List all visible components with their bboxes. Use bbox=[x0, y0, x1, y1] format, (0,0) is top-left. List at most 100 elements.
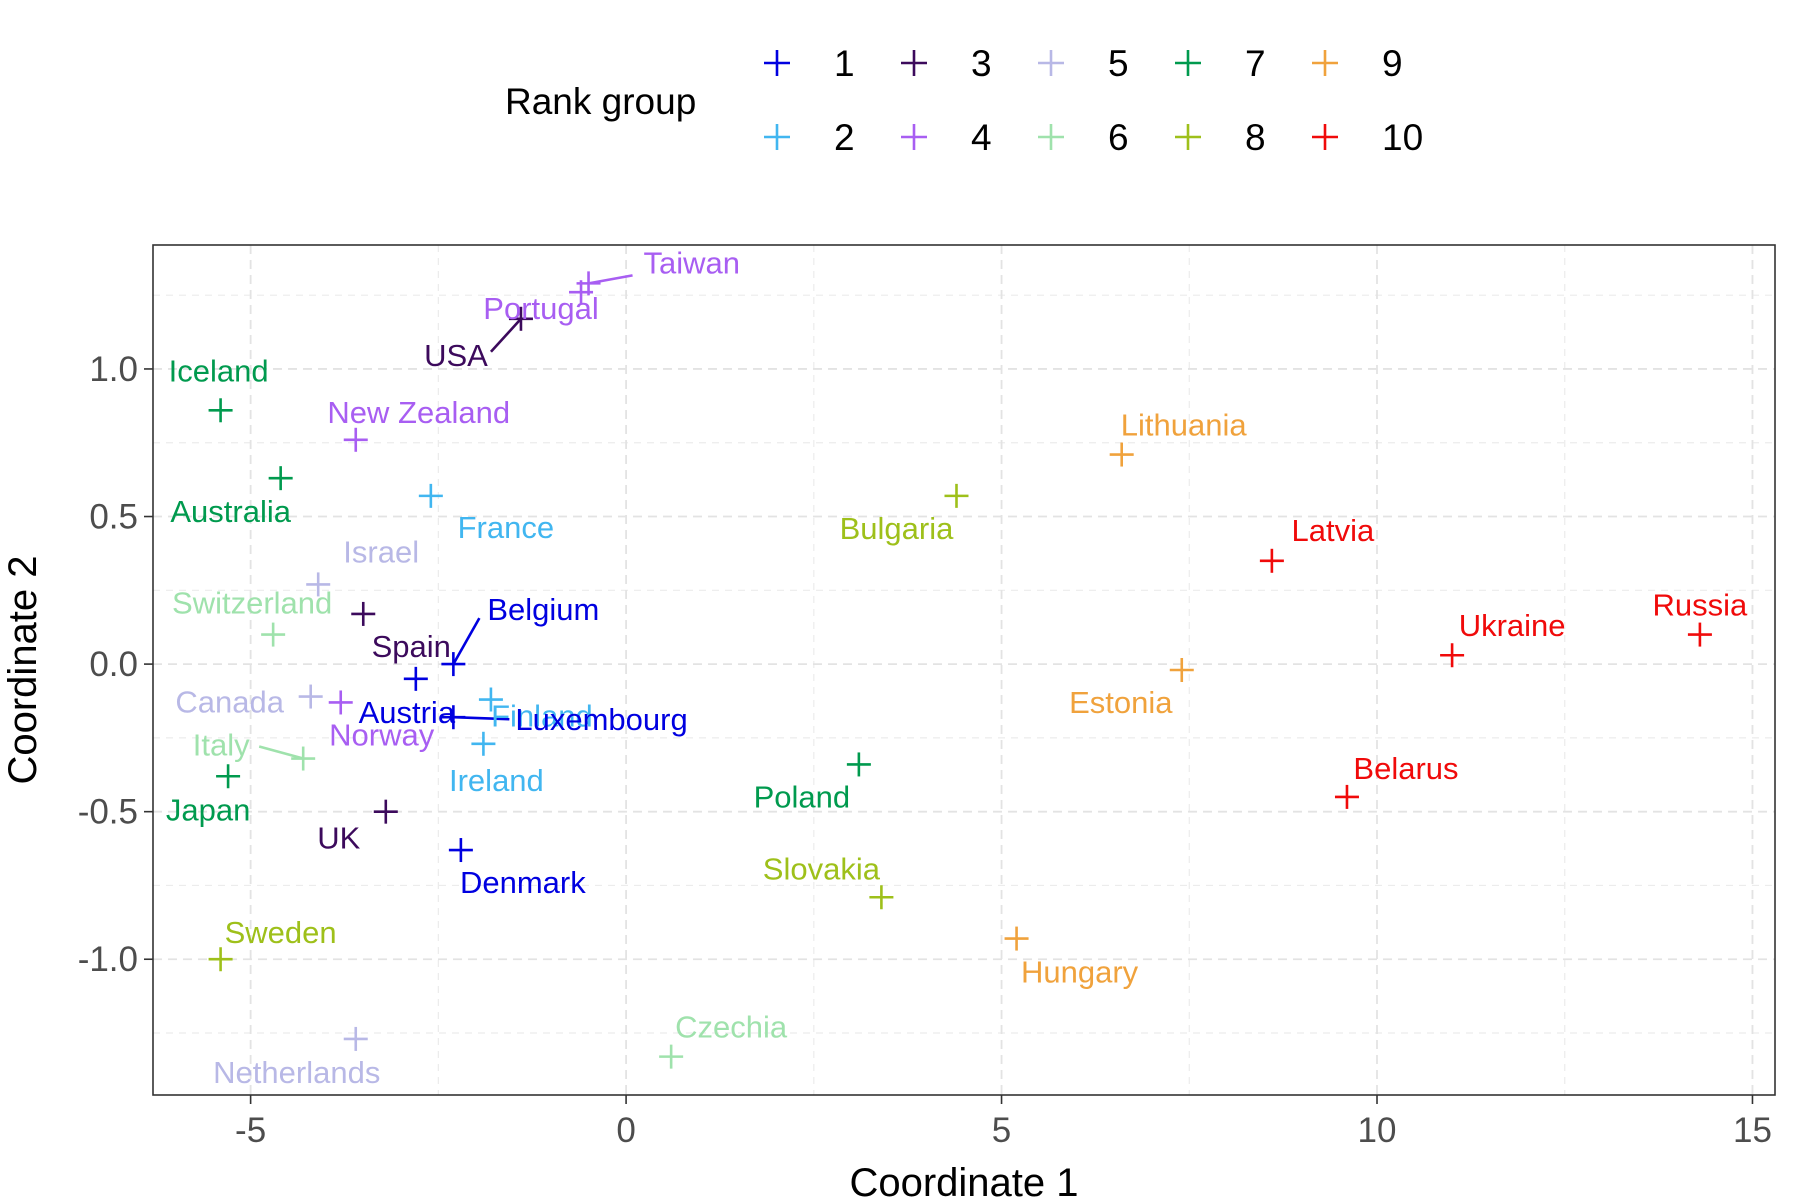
legend-entry-label: 4 bbox=[971, 117, 992, 158]
point-label: Australia bbox=[170, 494, 291, 529]
plot-border bbox=[152, 244, 1776, 1096]
point-label: Taiwan bbox=[644, 245, 741, 280]
point-label: Portugal bbox=[483, 291, 598, 326]
legend-entry-label: 8 bbox=[1245, 117, 1266, 158]
legend-entry-label: 3 bbox=[971, 43, 992, 84]
data-point bbox=[1687, 622, 1712, 647]
data-point bbox=[659, 1044, 684, 1069]
point-label: New Zealand bbox=[327, 395, 510, 430]
x-tick-label: 15 bbox=[1733, 1111, 1772, 1150]
legend-entry-label: 9 bbox=[1382, 43, 1403, 84]
data-point bbox=[1169, 658, 1194, 682]
data-point bbox=[418, 483, 443, 508]
plot-panel: Taiwan Portugal USA Iceland New Zealand Austr… bbox=[152, 244, 1776, 1096]
data-point bbox=[441, 652, 466, 677]
x-tick-label: 5 bbox=[992, 1111, 1011, 1150]
legend-entry-label: 1 bbox=[834, 43, 855, 84]
point-label: France bbox=[458, 510, 554, 545]
point-label: Italy bbox=[193, 728, 250, 763]
y-tick-label: -0.5 bbox=[78, 793, 138, 832]
data-point bbox=[1004, 926, 1029, 951]
point-label: Sweden bbox=[225, 915, 337, 950]
data-point bbox=[306, 572, 331, 597]
legend-title: Rank group bbox=[505, 81, 696, 122]
data-point bbox=[291, 746, 316, 771]
data-point bbox=[403, 666, 428, 691]
label-leader-line bbox=[258, 745, 304, 760]
x-axis: -5 0 5 10 15 bbox=[235, 1095, 1772, 1150]
data-point bbox=[343, 427, 368, 452]
data-point bbox=[328, 690, 353, 715]
point-label: Netherlands bbox=[213, 1055, 380, 1090]
point-label: Lithuania bbox=[1121, 408, 1248, 443]
point-labels: Taiwan Portugal USA Iceland New Zealand Austr… bbox=[166, 245, 1748, 1090]
y-tick-label: -1.0 bbox=[78, 940, 138, 979]
data-point bbox=[944, 483, 969, 508]
legend: Rank group 1 2 3 4 5 6 7 8 9 10 bbox=[505, 43, 1423, 158]
x-tick-label: 0 bbox=[616, 1111, 635, 1150]
y-tick-label: 0.0 bbox=[89, 645, 138, 684]
point-label: Denmark bbox=[460, 865, 586, 900]
data-point bbox=[298, 684, 323, 709]
legend-entry-label: 7 bbox=[1245, 43, 1266, 84]
x-tick-label: 10 bbox=[1358, 1111, 1397, 1150]
data-point bbox=[569, 280, 594, 305]
point-label: Czechia bbox=[675, 1010, 788, 1045]
point-label: Estonia bbox=[1069, 685, 1173, 720]
point-label: Poland bbox=[754, 779, 851, 814]
data-point bbox=[208, 947, 233, 972]
data-point bbox=[1334, 784, 1359, 809]
data-point bbox=[351, 601, 376, 626]
legend-entry-label: 2 bbox=[834, 117, 855, 158]
data-point bbox=[448, 838, 473, 863]
data-point bbox=[471, 731, 496, 756]
point-label: Spain bbox=[372, 629, 451, 664]
y-tick-label: 0.5 bbox=[89, 498, 138, 537]
data-point bbox=[508, 306, 533, 331]
point-label: Luxembourg bbox=[515, 702, 687, 737]
data-point bbox=[268, 466, 293, 491]
data-point bbox=[208, 398, 233, 423]
data-points bbox=[208, 271, 1712, 1069]
point-label: Israel bbox=[343, 534, 419, 569]
y-tick-label: 1.0 bbox=[89, 350, 138, 389]
point-label: Latvia bbox=[1292, 513, 1375, 548]
data-point bbox=[846, 752, 871, 777]
data-point bbox=[869, 885, 894, 910]
x-axis-title: Coordinate 1 bbox=[849, 1161, 1078, 1200]
data-point bbox=[373, 799, 398, 824]
data-point bbox=[343, 1026, 368, 1051]
data-point bbox=[1259, 548, 1284, 573]
point-label: Austria bbox=[359, 695, 456, 730]
legend-entry-label: 6 bbox=[1108, 117, 1129, 158]
point-label: Canada bbox=[175, 685, 284, 720]
data-point bbox=[478, 687, 503, 712]
plot-background bbox=[153, 245, 1775, 1095]
label-leader-line bbox=[489, 317, 522, 353]
point-label: USA bbox=[424, 338, 488, 373]
data-point bbox=[1440, 643, 1465, 668]
point-label: Russia bbox=[1653, 588, 1749, 623]
data-point bbox=[1109, 442, 1134, 467]
point-label: UK bbox=[317, 821, 360, 856]
point-label: Japan bbox=[166, 792, 250, 827]
data-point bbox=[261, 622, 286, 647]
legend-entry-label: 10 bbox=[1382, 117, 1423, 158]
grid-lines bbox=[153, 245, 1775, 1095]
y-axis: -1.0 -0.5 0.0 0.5 1.0 bbox=[78, 350, 153, 979]
legend-entry-label: 5 bbox=[1108, 43, 1129, 84]
data-point bbox=[441, 705, 466, 730]
point-label: Hungary bbox=[1021, 955, 1139, 990]
point-label: Finland bbox=[491, 699, 593, 734]
point-label: Norway bbox=[329, 717, 435, 752]
legend-entries: 1 2 3 4 5 6 7 8 9 10 bbox=[764, 43, 1423, 158]
point-label: Slovakia bbox=[763, 851, 881, 886]
point-label: Ukraine bbox=[1459, 608, 1566, 643]
point-label: Belgium bbox=[487, 592, 599, 627]
point-label: Belarus bbox=[1353, 751, 1458, 786]
point-label: Switzerland bbox=[172, 586, 332, 621]
data-point bbox=[216, 764, 241, 789]
point-label: Ireland bbox=[449, 763, 544, 798]
x-tick-label: -5 bbox=[235, 1111, 266, 1150]
